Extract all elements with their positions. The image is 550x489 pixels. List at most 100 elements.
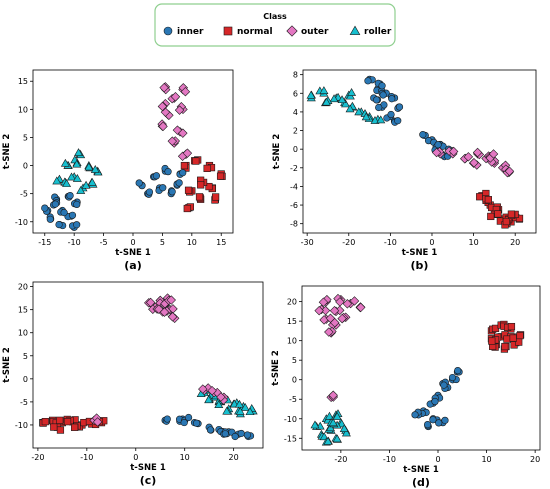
y-tick-label: -10 [284, 415, 297, 424]
point-inner [152, 172, 161, 180]
y-tick-label: 15 [18, 77, 28, 86]
point-inner [379, 91, 387, 99]
point-roller [322, 97, 331, 106]
point-outer [167, 312, 178, 322]
point-outer [92, 417, 103, 427]
point-roller [204, 395, 214, 404]
y-tick-label: 4 [293, 108, 298, 117]
point-outer [198, 384, 208, 394]
x-tick-label: -20 [342, 238, 355, 247]
point-outer [488, 149, 499, 159]
y-tick-label: 2 [293, 127, 298, 136]
x-tick-label: 10 [468, 238, 478, 247]
point-roller [328, 418, 338, 427]
point-inner [237, 429, 245, 438]
point-roller [235, 406, 245, 415]
point-roller [370, 116, 380, 124]
y-tick-label: -2 [290, 164, 298, 173]
y-axis-label: t-SNE 2 [2, 134, 12, 170]
y-tick-label: -6 [290, 201, 298, 210]
point-normal [503, 335, 511, 343]
point-normal [507, 210, 515, 218]
point-inner [440, 381, 448, 389]
point-roller [323, 436, 333, 445]
x-tick-label: 10 [180, 453, 190, 462]
axes-frame [301, 285, 541, 451]
point-outer [216, 392, 226, 402]
point-roller [329, 94, 339, 103]
x-tick-label: 20 [229, 453, 239, 462]
legend-item-roller: roller [349, 25, 392, 37]
legend-item-outer: outer [286, 25, 329, 37]
y-tick-label: 10 [18, 105, 28, 114]
y-tick-label: 10 [18, 329, 28, 338]
legend-items: inner normal outer roller [163, 25, 392, 37]
point-roller [60, 158, 70, 167]
point-roller [214, 400, 224, 409]
y-tick-label: 5 [23, 352, 28, 361]
point-roller [67, 172, 76, 181]
x-axis-label: t-SNE 1 [402, 248, 438, 258]
point-normal [205, 182, 213, 191]
point-roller [306, 90, 316, 99]
point-roller [72, 159, 82, 168]
point-outer [167, 136, 177, 146]
y-tick-label: -10 [15, 218, 28, 227]
point-outer [472, 147, 483, 158]
point-roller [52, 176, 62, 185]
point-outer [318, 297, 329, 307]
point-roller [326, 423, 335, 432]
point-normal [56, 426, 65, 434]
y-tick-label: 5 [23, 133, 28, 142]
y-tick-label: -5 [289, 395, 297, 404]
point-inner [221, 430, 229, 438]
x-axis-label: t-SNE 1 [115, 248, 151, 258]
panel-label: (a) [124, 259, 141, 272]
x-tick-label: -20 [31, 453, 44, 462]
point-inner [388, 95, 396, 103]
point-outer [448, 146, 459, 157]
point-inner [60, 209, 68, 217]
y-tick-label: -15 [284, 434, 297, 443]
panel-label: (d) [412, 476, 430, 489]
diamond-legend-marker [286, 25, 298, 37]
point-inner [184, 413, 193, 422]
point-inner [419, 131, 427, 139]
x-tick-label: 0 [429, 238, 434, 247]
point-normal [212, 193, 220, 201]
point-normal [488, 337, 496, 345]
point-outer [504, 166, 515, 176]
point-roller [325, 411, 334, 420]
point-outer [328, 390, 338, 400]
point-normal [509, 334, 517, 342]
x-tick-label: -20 [334, 455, 347, 464]
point-inner [429, 416, 437, 424]
point-outer [469, 158, 479, 168]
point-roller [361, 112, 371, 121]
point-outer [337, 313, 347, 324]
scatter-points [306, 75, 524, 229]
panel-d: -20 -10 0 10 20 -15 -10 -5 0 5 10 15 20 t-SNE 1 t-SNE … [271, 285, 541, 489]
scatter-points [41, 82, 226, 231]
legend-label-normal: normal [237, 27, 273, 37]
legend-title: Class [263, 12, 287, 21]
legend-label-inner: inner [177, 27, 204, 37]
y-tick-label: 15 [287, 317, 297, 326]
point-inner [231, 432, 239, 441]
point-normal [183, 204, 191, 213]
point-roller [74, 148, 84, 156]
point-normal [197, 181, 205, 189]
circle-legend-marker [163, 26, 173, 36]
y-axis-label: t-SNE 2 [271, 350, 281, 386]
point-inner [454, 366, 462, 375]
point-outer [314, 305, 324, 316]
point-roller [332, 434, 342, 443]
point-outer [158, 121, 168, 132]
panel-label: (b) [411, 259, 429, 272]
y-tick-label: 20 [287, 298, 297, 307]
point-outer [178, 128, 188, 138]
x-tick-label: 10 [187, 238, 197, 247]
point-normal [180, 162, 188, 170]
y-tick-label: 8 [293, 71, 298, 80]
